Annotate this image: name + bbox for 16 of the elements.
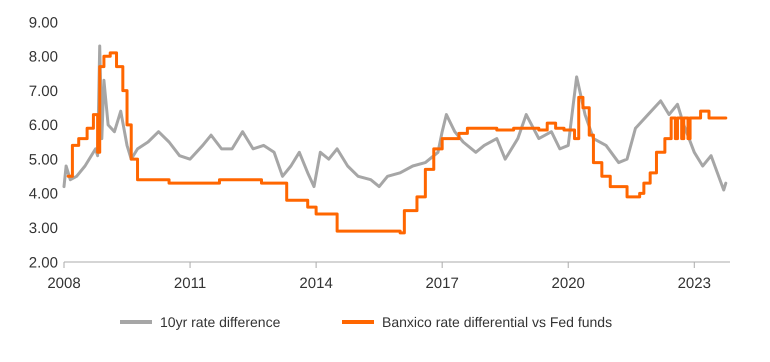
- y-tick-label: 9.00: [28, 14, 58, 32]
- x-tick-label: 2023: [678, 275, 711, 292]
- x-tick-label: 2020: [552, 275, 585, 292]
- legend-label: 10yr rate difference: [160, 314, 281, 330]
- y-tick-label: 5.00: [28, 151, 58, 168]
- x-tick-label: 2017: [425, 275, 459, 292]
- x-tick-label: 2011: [174, 275, 206, 292]
- x-tick-label: 2008: [47, 275, 81, 292]
- y-tick-label: 2.00: [28, 254, 58, 272]
- y-tick-label: 8.00: [28, 48, 58, 66]
- legend-label: Banxico rate differential vs Fed funds: [382, 314, 612, 330]
- x-tick-label: 2014: [299, 275, 333, 292]
- y-tick-label: 3.00: [28, 220, 58, 237]
- y-tick-label: 7.00: [28, 82, 58, 100]
- y-tick-label: 4.00: [28, 186, 58, 203]
- y-tick-label: 6.00: [28, 117, 58, 134]
